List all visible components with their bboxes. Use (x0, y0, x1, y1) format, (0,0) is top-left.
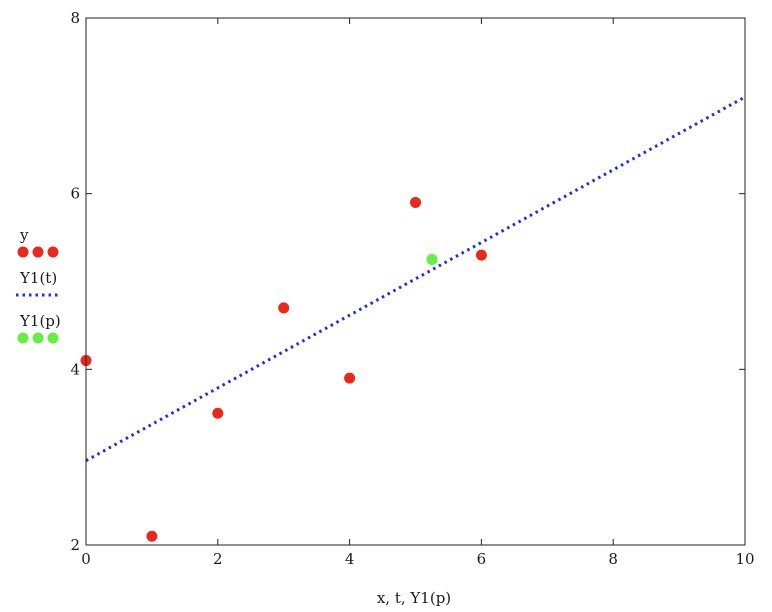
y-tick-label-0: 2 (70, 536, 80, 554)
data-point-y-2 (212, 407, 224, 419)
plot-frame (85, 17, 746, 546)
series-line-y1-t (85, 95, 746, 462)
plot-area (80, 95, 746, 542)
legend-symbol-y1-p-0 (17, 332, 29, 344)
data-point-y-3 (278, 302, 290, 314)
legend-symbol-y-0 (17, 246, 29, 258)
data-point-y-1 (146, 530, 158, 542)
data-point-y1-p-0 (426, 254, 438, 266)
x-tick-label-3: 6 (477, 550, 487, 568)
legend-symbol-y-1 (32, 246, 44, 258)
legend-symbol-y1-p-2 (47, 332, 59, 344)
y-tick-label-2: 6 (70, 185, 80, 203)
data-point-y-4 (344, 372, 356, 384)
legend-symbol-y-2 (47, 246, 59, 258)
legend-label-y1-p: Y1(p) (19, 312, 61, 330)
y-tick-label-1: 4 (70, 360, 80, 378)
legend-symbol-y1-p-1 (32, 332, 44, 344)
data-point-y-6 (475, 249, 487, 261)
legend-label-y1-t: Y1(t) (19, 269, 57, 287)
data-point-y-5 (410, 196, 421, 208)
x-axis-label: x, t, Y1(p) (377, 589, 451, 607)
legend: y Y1(t) Y1(p) (16, 226, 61, 344)
x-tick-label-5: 10 (735, 550, 754, 568)
x-tick-label-2: 4 (345, 550, 355, 568)
x-tick-label-1: 2 (213, 550, 223, 568)
x-tick-label-4: 8 (608, 550, 618, 568)
y-tick-label-3: 8 (70, 9, 80, 27)
x-tick-label-0: 0 (81, 550, 91, 568)
legend-label-y: y (19, 226, 29, 244)
